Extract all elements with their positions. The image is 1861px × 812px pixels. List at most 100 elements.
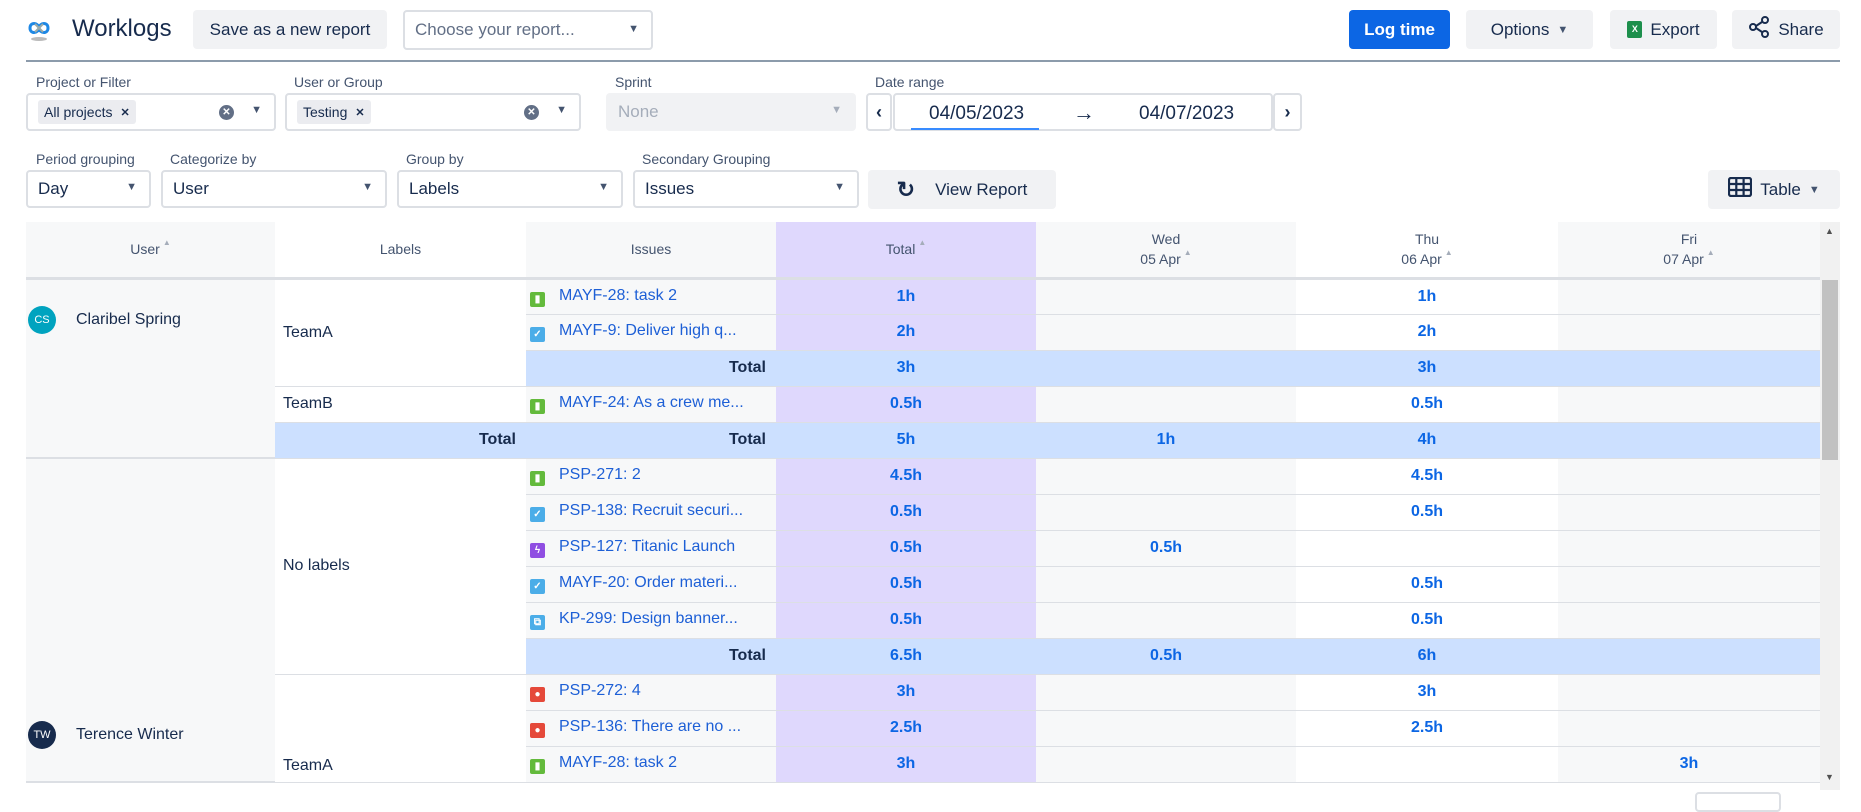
date-from[interactable]: 04/05/2023 [929,103,1025,124]
share-icon [1748,16,1770,43]
categorize-value: User [173,179,209,198]
column-header[interactable]: Total ▲ [776,222,1036,280]
issue-link[interactable]: KP-299: Design banner... [559,610,738,627]
issue-link[interactable]: MAYF-28: task 2 [559,754,677,771]
issue-cell[interactable]: ● PSP-272: 4 [526,674,776,711]
chip-label: Testing [303,104,348,120]
scroll-up-icon[interactable]: ▲ [1825,226,1834,236]
hours-thu: 0.5h [1296,386,1558,423]
label-cell: TeamA [275,278,526,387]
view-report-button[interactable]: ↻ View Report [868,170,1056,209]
view-mode-label: Table [1760,179,1801,199]
next-date-button[interactable]: › [1273,93,1302,131]
sort-icon[interactable]: ▲ [1706,248,1715,258]
issue-link[interactable]: MAYF-20: Order materi... [559,574,738,591]
share-button[interactable]: Share [1732,10,1840,49]
table-scrollbar[interactable]: ▲ ▼ [1820,222,1840,790]
column-date: 05 Apr [1140,251,1181,268]
hours-total: 6.5h [776,638,1036,675]
column-day: Wed [1151,231,1181,248]
issue-cell[interactable]: ● PSP-136: There are no ... [526,710,776,747]
view-mode-button[interactable]: Table ▼ [1708,170,1840,209]
chip-label: All projects [44,104,113,120]
sort-icon[interactable]: ▲ [918,238,927,248]
user-filter-select[interactable]: Testing ✕ ✕ ▼ [285,93,581,131]
date-to[interactable]: 04/07/2023 [1139,103,1235,124]
hours-fri [1558,350,1820,387]
hours-fri [1558,638,1820,675]
column-date: 07 Apr [1663,251,1704,268]
date-range-picker[interactable]: 04/05/2023 → 04/07/2023 [893,93,1273,131]
column-header[interactable]: User ▲ [26,222,275,280]
table-row: ✓ MAYF-9: Deliver high q... 2h 2h [26,314,1820,351]
issue-link[interactable]: PSP-138: Recruit securi... [559,502,744,519]
remove-chip-icon[interactable]: ✕ [120,106,130,119]
clear-icon[interactable]: ✕ [524,105,539,120]
prev-date-button[interactable]: ‹ [866,93,892,131]
scroll-down-icon[interactable]: ▼ [1825,772,1834,782]
categorize-by-select[interactable]: User ▼ [161,170,387,208]
issue-cell[interactable]: ✓ MAYF-9: Deliver high q... [526,314,776,351]
issue-link[interactable]: PSP-127: Titanic Launch [559,538,736,555]
arrow-right-icon: → [1073,100,1095,125]
issue-cell[interactable]: ϟ PSP-127: Titanic Launch [526,530,776,567]
issue-cell[interactable]: ▮ MAYF-24: As a crew me... [526,386,776,423]
issue-link[interactable]: PSP-271: 2 [559,466,641,483]
issue-cell[interactable]: ✓ PSP-138: Recruit securi... [526,494,776,531]
project-filter-select[interactable]: All projects ✕ ✕ ▼ [26,93,276,131]
issue-cell[interactable]: ▮ MAYF-28: task 2 [526,746,776,783]
hours-thu: 2.5h [1296,710,1558,747]
sort-icon[interactable]: ▲ [1183,248,1192,258]
pagination-control[interactable] [1695,792,1781,812]
column-header[interactable]: Wed 05 Apr ▲ [1036,222,1296,280]
table-row: CS Claribel Spring TeamA ▮ MAYF-28: task 2 1h… [26,278,1820,459]
hours-wed: 0.5h [1036,530,1296,567]
sort-icon[interactable]: ▲ [162,238,171,248]
options-label: Options [1490,19,1550,39]
hours-fri [1558,530,1820,567]
hours-wed: 0.5h [1036,638,1296,675]
task-icon: ✓ [530,579,545,594]
secondary-grouping-select[interactable]: Issues ▼ [633,170,859,208]
choose-report-select[interactable]: Choose your report... ▼ [403,10,653,50]
options-button[interactable]: Options ▼ [1466,10,1593,49]
hours-thu: 1h [1296,278,1558,315]
issue-cell[interactable]: ✓ MAYF-20: Order materi... [526,566,776,603]
sprint-select[interactable]: None ▼ [606,93,856,131]
group-by-select[interactable]: Labels ▼ [397,170,623,208]
column-date: 06 Apr [1401,251,1442,268]
label-cell: TeamB [275,386,526,423]
hours-total: 3h [776,746,1036,783]
issue-cell[interactable]: ▮ MAYF-28: task 2 [526,278,776,315]
log-time-button[interactable]: Log time [1349,10,1450,49]
sort-icon[interactable]: ▲ [1444,248,1453,258]
issue-cell[interactable]: ▮ PSP-271: 2 [526,458,776,495]
issue-link[interactable]: MAYF-9: Deliver high q... [559,322,737,339]
chevron-down-icon: ▼ [831,104,842,116]
issue-link[interactable]: MAYF-24: As a crew me... [559,394,744,411]
save-as-new-report-button[interactable]: Save as a new report [193,10,387,49]
issue-link[interactable]: PSP-136: There are no ... [559,718,742,735]
sprint-value: None [618,102,659,121]
remove-chip-icon[interactable]: ✕ [355,106,365,119]
column-label: Total [885,241,916,258]
period-value: Day [38,179,69,198]
issue-link[interactable]: MAYF-28: task 2 [559,286,677,304]
scrollbar-thumb[interactable] [1822,280,1838,460]
user-name[interactable]: Terence Winter [76,726,184,744]
chevron-down-icon: ▼ [1557,23,1569,36]
clear-icon[interactable]: ✕ [219,105,234,120]
export-button[interactable]: X Export [1610,10,1717,49]
subtask-icon: ⧉ [530,615,545,630]
issue-link[interactable]: PSP-272: 4 [559,682,641,699]
column-header[interactable]: Thu 06 Apr ▲ [1296,222,1558,280]
period-grouping-label: Period grouping [36,151,135,167]
hours-total: 4.5h [776,458,1036,495]
hours-total: 5h [776,422,1036,459]
period-grouping-select[interactable]: Day ▼ [26,170,151,208]
table-row: TeamB ▮ MAYF-24: As a crew me... 0.5h 0.5h [26,386,1820,423]
user-name[interactable]: Claribel Spring [76,310,181,328]
hours-total: 2.5h [776,710,1036,747]
column-header[interactable]: Fri 07 Apr ▲ [1558,222,1820,280]
issue-cell[interactable]: ⧉ KP-299: Design banner... [526,602,776,639]
